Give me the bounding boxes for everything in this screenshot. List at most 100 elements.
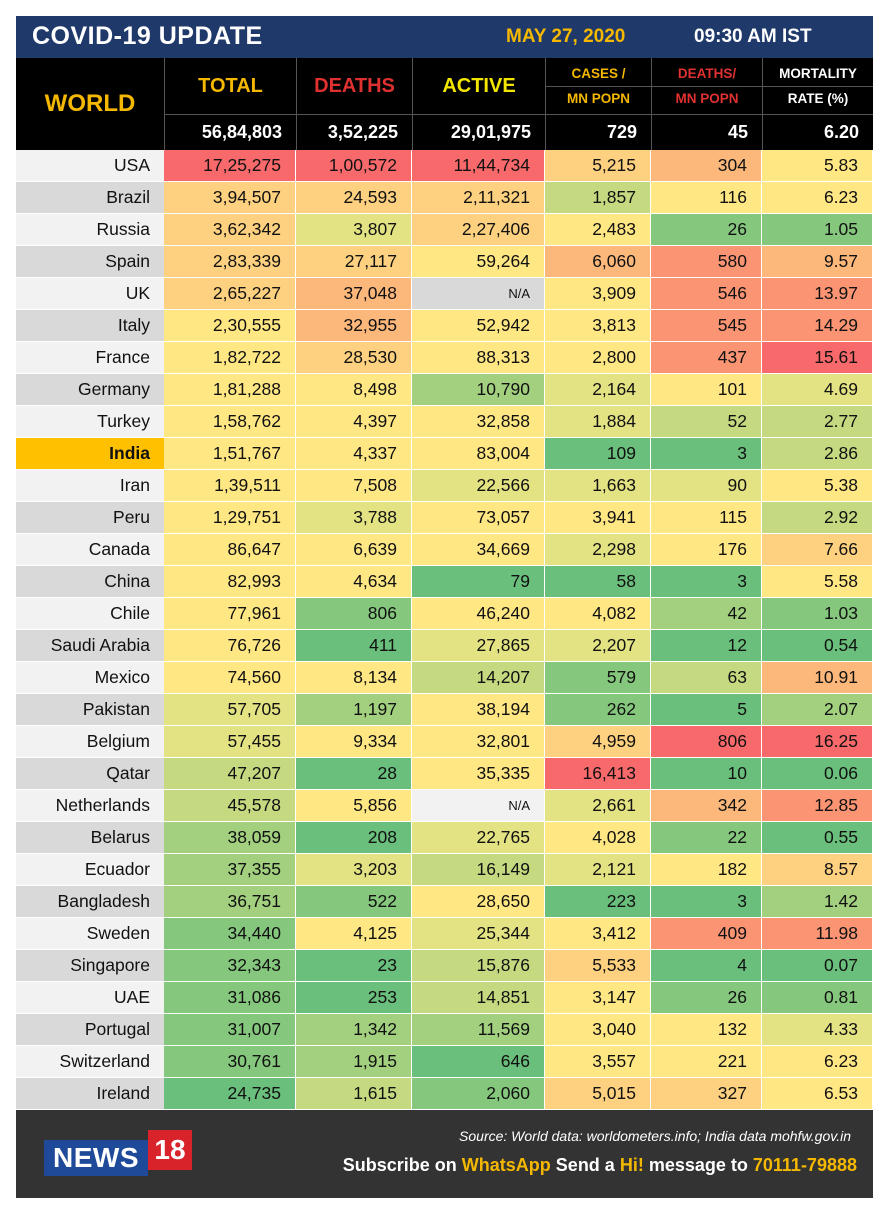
- cell-cases-per-mn: 4,082: [545, 598, 651, 630]
- cell-deaths: 4,337: [296, 438, 412, 470]
- country-name: Saudi Arabia: [16, 630, 164, 662]
- cell-mortality-rate: 11.98: [762, 918, 873, 950]
- cell-deaths-per-mn: 546: [651, 278, 762, 310]
- cell-active: 14,851: [412, 982, 545, 1014]
- cell-deaths: 9,334: [296, 726, 412, 758]
- country-name: Chile: [16, 598, 164, 630]
- cell-active: 15,876: [412, 950, 545, 982]
- cell-deaths: 208: [296, 822, 412, 854]
- cell-mortality-rate: 5.38: [762, 470, 873, 502]
- cell-total: 45,578: [164, 790, 296, 822]
- country-name: Belarus: [16, 822, 164, 854]
- cell-deaths: 8,498: [296, 374, 412, 406]
- cell-cases-per-mn: 1,884: [545, 406, 651, 438]
- country-name: UAE: [16, 982, 164, 1014]
- cell-deaths-per-mn: 12: [651, 630, 762, 662]
- cell-active: 73,057: [412, 502, 545, 534]
- cell-mortality-rate: 2.86: [762, 438, 873, 470]
- table-row: Germany 1,81,288 8,498 10,790 2,164 101 4.69: [16, 374, 873, 406]
- cell-cases-per-mn: 1,857: [545, 182, 651, 214]
- cell-cases-per-mn: 4,028: [545, 822, 651, 854]
- cell-total: 3,94,507: [164, 182, 296, 214]
- subscribe-line: Subscribe on WhatsApp Send a Hi! message…: [343, 1155, 857, 1176]
- cell-active: N/A: [412, 790, 545, 822]
- cell-mortality-rate: 4.69: [762, 374, 873, 406]
- cell-deaths: 6,639: [296, 534, 412, 566]
- world-label: WORLD: [44, 90, 136, 117]
- cell-mortality-rate: 14.29: [762, 310, 873, 342]
- logo-news-text: NEWS: [44, 1140, 148, 1176]
- table-row: Sweden 34,440 4,125 25,344 3,412 409 11.98: [16, 918, 873, 950]
- cell-deaths-per-mn: 182: [651, 854, 762, 886]
- cell-deaths: 28: [296, 758, 412, 790]
- cell-deaths-per-mn: 580: [651, 246, 762, 278]
- cell-cases-per-mn: 3,040: [545, 1014, 651, 1046]
- country-name: Pakistan: [16, 694, 164, 726]
- cell-total: 36,751: [164, 886, 296, 918]
- cell-deaths-per-mn: 63: [651, 662, 762, 694]
- cell-mortality-rate: 8.57: [762, 854, 873, 886]
- cell-total: 1,82,722: [164, 342, 296, 374]
- world-total-mortality-rate: 6.20: [762, 114, 873, 150]
- cell-mortality-rate: 9.57: [762, 246, 873, 278]
- cell-cases-per-mn: 2,800: [545, 342, 651, 374]
- cell-deaths: 32,955: [296, 310, 412, 342]
- cell-cases-per-mn: 3,147: [545, 982, 651, 1014]
- subscribe-part: WhatsApp: [461, 1155, 551, 1175]
- cell-mortality-rate: 5.83: [762, 150, 873, 182]
- country-name: India: [16, 438, 164, 470]
- table-row: UK 2,65,227 37,048 N/A 3,909 546 13.97: [16, 278, 873, 310]
- cell-deaths-per-mn: 52: [651, 406, 762, 438]
- cell-active: 88,313: [412, 342, 545, 374]
- cell-active: 2,11,321: [412, 182, 545, 214]
- cell-deaths: 3,788: [296, 502, 412, 534]
- cell-total: 1,29,751: [164, 502, 296, 534]
- cell-mortality-rate: 4.33: [762, 1014, 873, 1046]
- cell-mortality-rate: 10.91: [762, 662, 873, 694]
- cell-deaths: 4,125: [296, 918, 412, 950]
- cell-active: N/A: [412, 278, 545, 310]
- cell-cases-per-mn: 5,215: [545, 150, 651, 182]
- country-name: Bangladesh: [16, 886, 164, 918]
- cell-deaths: 28,530: [296, 342, 412, 374]
- cell-cases-per-mn: 2,298: [545, 534, 651, 566]
- cell-cases-per-mn: 3,557: [545, 1046, 651, 1078]
- country-name: France: [16, 342, 164, 374]
- cell-cases-per-mn: 6,060: [545, 246, 651, 278]
- cell-total: 2,65,227: [164, 278, 296, 310]
- cell-mortality-rate: 13.97: [762, 278, 873, 310]
- cell-total: 47,207: [164, 758, 296, 790]
- country-name: Singapore: [16, 950, 164, 982]
- cell-deaths-per-mn: 221: [651, 1046, 762, 1078]
- cell-cases-per-mn: 5,533: [545, 950, 651, 982]
- title-bar: COVID-19 UPDATE MAY 27, 2020 09:30 AM IS…: [16, 16, 873, 58]
- cell-active: 27,865: [412, 630, 545, 662]
- cell-deaths-per-mn: 437: [651, 342, 762, 374]
- header-cases-per-mn-line1: CASES /: [571, 65, 626, 81]
- cell-deaths-per-mn: 806: [651, 726, 762, 758]
- world-total-active: 29,01,975: [412, 114, 545, 150]
- cell-mortality-rate: 1.03: [762, 598, 873, 630]
- cell-active: 59,264: [412, 246, 545, 278]
- country-name: Spain: [16, 246, 164, 278]
- cell-active: 14,207: [412, 662, 545, 694]
- cell-cases-per-mn: 1,663: [545, 470, 651, 502]
- cell-deaths: 3,807: [296, 214, 412, 246]
- table-row: Peru 1,29,751 3,788 73,057 3,941 115 2.92: [16, 502, 873, 534]
- cell-deaths-per-mn: 409: [651, 918, 762, 950]
- cell-active: 10,790: [412, 374, 545, 406]
- covid-update-card: COVID-19 UPDATE MAY 27, 2020 09:30 AM IS…: [16, 16, 873, 1198]
- cell-active: 52,942: [412, 310, 545, 342]
- cell-deaths-per-mn: 5: [651, 694, 762, 726]
- cell-cases-per-mn: 2,207: [545, 630, 651, 662]
- cell-deaths: 1,342: [296, 1014, 412, 1046]
- cell-active: 2,27,406: [412, 214, 545, 246]
- world-total-cases-per-mn: 729: [545, 114, 651, 150]
- cell-deaths-per-mn: 176: [651, 534, 762, 566]
- update-time: 09:30 AM IST: [694, 26, 812, 47]
- world-total-deaths-per-mn: 45: [651, 114, 762, 150]
- country-name: Portugal: [16, 1014, 164, 1046]
- cell-cases-per-mn: 2,164: [545, 374, 651, 406]
- cell-total: 74,560: [164, 662, 296, 694]
- cell-active: 22,765: [412, 822, 545, 854]
